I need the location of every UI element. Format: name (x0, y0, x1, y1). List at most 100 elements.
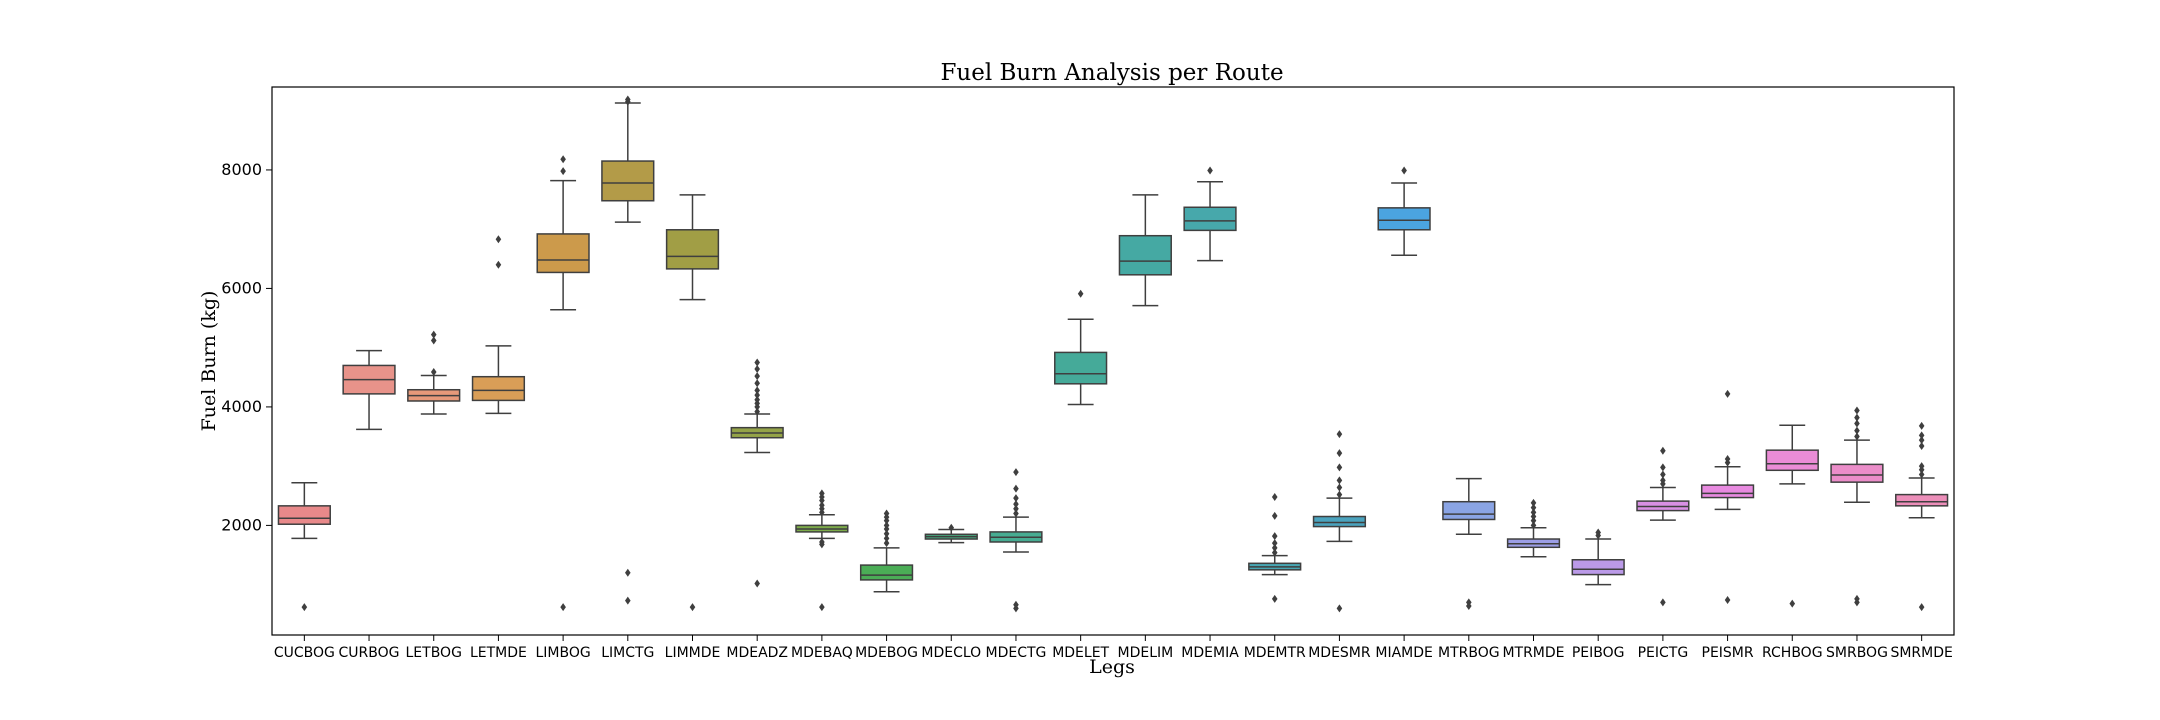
outlier-point (1595, 528, 1601, 537)
x-tick-label: PEISMR (1702, 645, 1754, 661)
x-tick-label: MDECLO (921, 645, 981, 661)
y-tick-label: 4000 (221, 397, 262, 416)
iqr-box (859, 564, 914, 581)
box-smrmde (1895, 421, 1949, 612)
outlier-point (1789, 599, 1796, 608)
box-mdesmr (1312, 430, 1367, 613)
outlier-point (754, 579, 760, 588)
box-cucbog (277, 481, 331, 612)
x-axis: CUCBOG CURBOG LETBOG LETMDE LIMBOG LIMCTG LIMM… (274, 635, 1953, 661)
x-tick-label: MDESMR (1308, 645, 1371, 661)
box-limmde (665, 194, 720, 612)
iqr-box (1571, 559, 1625, 576)
box-mdeadz (730, 358, 784, 588)
iqr-box (277, 505, 331, 525)
x-tick-label: MDEBOG (855, 645, 918, 661)
outlier-point (625, 568, 631, 577)
x-tick-label: RCHBOG (1762, 645, 1823, 661)
box-rchbog (1765, 424, 1819, 608)
x-tick-label: CURBOG (339, 645, 400, 661)
x-tick-label: MTRMDE (1502, 645, 1564, 661)
outlier-point (625, 95, 631, 104)
outlier-point (1530, 516, 1537, 525)
box-curbog (342, 349, 396, 431)
outlier-point (1724, 596, 1731, 605)
outlier-point (1854, 419, 1860, 428)
outlier-point (1271, 594, 1278, 603)
outlier-point (1013, 500, 1019, 509)
outlier-point (883, 521, 890, 530)
box-mdectg (989, 468, 1043, 613)
outlier-point (754, 407, 760, 416)
iqr-box (1442, 500, 1496, 521)
outlier-point (1660, 470, 1666, 479)
outlier-point (1336, 476, 1343, 485)
outlier-point (495, 235, 502, 244)
x-tick-label: CUCBOG (274, 645, 335, 661)
outlier-point (1013, 468, 1019, 477)
y-tick-label: 6000 (221, 278, 262, 297)
outlier-point (1013, 504, 1019, 513)
x-tick-label: SMRMDE (1890, 645, 1952, 661)
outlier-point (1271, 548, 1278, 557)
outlier-point (430, 336, 437, 345)
outlier-point (1336, 463, 1343, 472)
outlier-point (560, 155, 566, 164)
outlier-point (754, 372, 760, 381)
outlier-point (1207, 166, 1213, 175)
outlier-point (301, 603, 308, 612)
outlier-point (1271, 511, 1278, 520)
y-tick-label: 2000 (221, 515, 262, 534)
outlier-point (819, 537, 825, 546)
chart-title: Fuel Burn Analysis per Route (940, 60, 1283, 86)
outlier-point (883, 509, 890, 518)
iqr-box (601, 160, 655, 202)
iqr-box (1377, 207, 1431, 231)
box-mdelet (1054, 289, 1108, 406)
outlier-point (1271, 492, 1278, 501)
outlier-point (1854, 432, 1860, 441)
outlier-point (883, 534, 890, 543)
outlier-point (1013, 600, 1019, 609)
outlier-point (754, 379, 760, 388)
outlier-point (1918, 442, 1925, 451)
box-smrbog (1830, 406, 1884, 607)
outlier-point (625, 596, 631, 605)
iqr-box (1700, 484, 1755, 499)
outlier-point (1271, 539, 1278, 548)
outlier-point (883, 529, 890, 538)
plot-frame (271, 86, 1955, 636)
outlier-point (1530, 512, 1537, 521)
x-tick-label: MTRBOG (1438, 645, 1500, 661)
outlier-point (1336, 430, 1343, 439)
outlier-point (1660, 598, 1666, 607)
outlier-point (1336, 490, 1343, 499)
box-miamde (1377, 166, 1431, 257)
outlier-point (495, 260, 502, 269)
box-mdemtr (1248, 492, 1302, 603)
box-limctg (601, 95, 655, 605)
outlier-point (1918, 603, 1925, 612)
outlier-point (754, 395, 760, 404)
outlier-point (819, 489, 825, 498)
box-mdelim (1118, 194, 1172, 307)
outlier-point (1918, 421, 1925, 430)
box-peibog (1571, 528, 1625, 586)
y-axis: 2000 4000 6000 8000 (221, 160, 272, 534)
outlier-point (948, 523, 955, 532)
box-letmde (471, 235, 526, 415)
outlier-point (1336, 449, 1343, 458)
outlier-point (1466, 598, 1472, 607)
y-axis-label: Fuel Burn (kg) (198, 291, 220, 432)
x-tick-label: LIMCTG (601, 645, 654, 661)
outlier-point (1401, 166, 1407, 175)
outlier-point (883, 539, 890, 548)
x-tick-label: LETBOG (406, 645, 462, 661)
box-mtrbog (1442, 477, 1496, 610)
outlier-point (754, 386, 760, 395)
iqr-box (665, 229, 720, 270)
outlier-point (1271, 532, 1278, 541)
x-tick-label: LIMBOG (535, 645, 590, 661)
outlier-point (1530, 503, 1537, 512)
